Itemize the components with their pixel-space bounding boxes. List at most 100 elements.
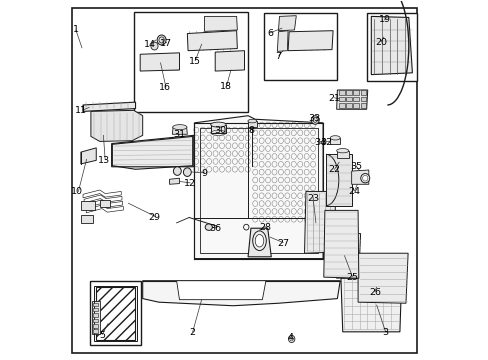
Text: 3: 3 [382, 328, 388, 337]
Bar [93, 313, 98, 317]
Ellipse shape [173, 167, 181, 175]
Polygon shape [247, 228, 271, 257]
Polygon shape [278, 16, 296, 31]
Ellipse shape [157, 35, 166, 45]
Bar [134, 12, 247, 112]
Ellipse shape [210, 122, 225, 127]
Bar [353, 97, 358, 102]
Bar [93, 329, 98, 333]
Text: 19: 19 [378, 15, 390, 24]
Bar [92, 301, 100, 334]
Bar [81, 215, 93, 223]
Text: 4: 4 [287, 333, 293, 342]
Text: 10: 10 [71, 187, 83, 196]
Text: 12: 12 [184, 179, 196, 188]
Bar [360, 97, 365, 102]
Text: 13: 13 [98, 156, 110, 165]
Polygon shape [172, 127, 187, 134]
Polygon shape [210, 125, 225, 133]
Text: 33: 33 [307, 114, 320, 123]
Bar [93, 324, 98, 328]
Ellipse shape [205, 224, 212, 230]
Polygon shape [325, 154, 351, 206]
Text: 16: 16 [159, 83, 171, 92]
Bar [93, 319, 98, 322]
Bar [339, 103, 344, 108]
Polygon shape [336, 151, 348, 158]
Polygon shape [83, 102, 135, 111]
Ellipse shape [151, 42, 158, 50]
Bar [93, 302, 98, 306]
Bar [366, 13, 416, 81]
Text: 31: 31 [173, 130, 185, 139]
Ellipse shape [336, 149, 348, 153]
Polygon shape [323, 210, 358, 278]
Polygon shape [81, 148, 96, 164]
Text: 6: 6 [266, 29, 273, 38]
Bar [94, 286, 136, 342]
Text: 27: 27 [277, 239, 288, 248]
Text: 7: 7 [274, 52, 280, 61]
Text: 9: 9 [201, 169, 207, 178]
Text: 15: 15 [188, 57, 200, 66]
Polygon shape [204, 17, 237, 31]
Bar [353, 90, 358, 95]
Text: 21: 21 [328, 94, 340, 103]
Bar [360, 90, 365, 95]
Ellipse shape [360, 174, 369, 183]
Text: 28: 28 [259, 222, 271, 231]
Text: 35: 35 [349, 162, 361, 171]
Bar [96, 287, 135, 340]
Polygon shape [370, 17, 411, 75]
Bar [100, 200, 110, 207]
Bar [346, 103, 351, 108]
Text: 34: 34 [313, 138, 325, 147]
Text: 32: 32 [319, 138, 331, 147]
Ellipse shape [183, 168, 191, 176]
Polygon shape [247, 121, 257, 127]
Text: 17: 17 [160, 39, 172, 48]
Text: 36: 36 [209, 224, 221, 233]
Polygon shape [351, 170, 368, 184]
Polygon shape [176, 281, 265, 300]
Text: 11: 11 [75, 106, 87, 115]
Text: 26: 26 [368, 288, 380, 297]
Polygon shape [277, 31, 287, 51]
Polygon shape [336, 234, 360, 278]
Text: 18: 18 [220, 82, 231, 91]
Polygon shape [287, 31, 332, 51]
Polygon shape [357, 253, 407, 303]
Text: 24: 24 [348, 187, 360, 196]
Ellipse shape [247, 119, 256, 123]
Polygon shape [142, 281, 340, 306]
Text: 20: 20 [374, 38, 386, 47]
Bar [90, 281, 141, 345]
Text: 29: 29 [148, 213, 160, 222]
Polygon shape [329, 138, 340, 144]
Polygon shape [169, 178, 179, 184]
Polygon shape [215, 51, 244, 71]
Bar [346, 90, 351, 95]
Polygon shape [91, 111, 142, 141]
Polygon shape [304, 192, 335, 253]
Bar [264, 13, 336, 80]
Polygon shape [340, 278, 401, 332]
Ellipse shape [255, 234, 263, 247]
Text: 5: 5 [99, 331, 105, 340]
Bar [339, 90, 344, 95]
Polygon shape [140, 53, 179, 71]
Text: 30: 30 [214, 126, 226, 135]
Text: 8: 8 [247, 126, 253, 135]
Polygon shape [336, 90, 367, 109]
Polygon shape [187, 31, 237, 51]
Text: 22: 22 [328, 166, 340, 175]
Bar [200, 128, 317, 253]
Text: 23: 23 [306, 194, 319, 203]
Bar [360, 103, 365, 108]
Polygon shape [112, 136, 192, 169]
Ellipse shape [329, 136, 340, 140]
Ellipse shape [311, 116, 319, 124]
Bar [81, 202, 95, 210]
Bar [346, 97, 351, 102]
Ellipse shape [252, 231, 266, 251]
